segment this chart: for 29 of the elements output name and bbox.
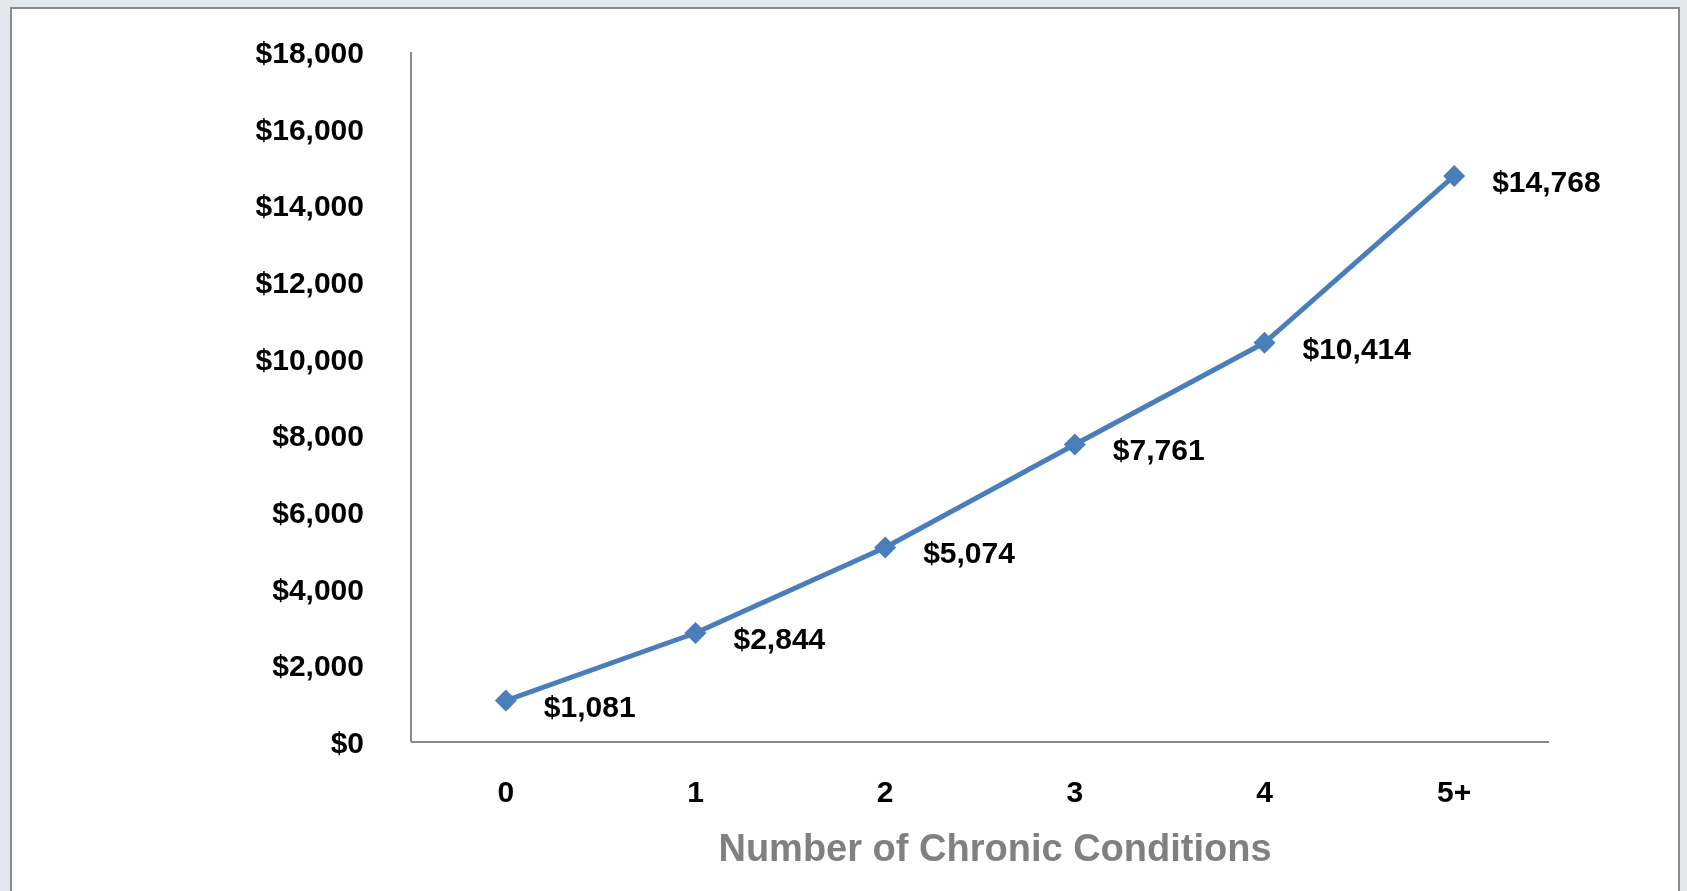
x-tick-label: 2 xyxy=(876,774,894,808)
x-tick-label: 3 xyxy=(1066,774,1084,808)
data-label: $10,414 xyxy=(1302,331,1412,365)
data-label: $5,074 xyxy=(923,536,1016,569)
point xyxy=(1253,331,1276,354)
data-label: $7,761 xyxy=(1112,432,1205,466)
point xyxy=(1063,433,1086,456)
data-label: $14,768 xyxy=(1492,164,1601,198)
x-tick-label: 5+ xyxy=(1437,774,1472,808)
y-tick-label: $0 xyxy=(330,725,364,759)
x-tick-label: 1 xyxy=(687,774,704,808)
y-tick-label: $2,000 xyxy=(272,648,364,682)
point xyxy=(684,621,707,644)
y-tick-label: $16,000 xyxy=(255,112,364,146)
x-axis-title: Number of Chronic Conditions xyxy=(718,827,1272,869)
data-label: $1,081 xyxy=(543,689,636,723)
y-tick-label: $12,000 xyxy=(255,265,364,299)
y-tick-label: $18,000 xyxy=(255,35,364,69)
y-tick-label: $8,000 xyxy=(272,418,364,452)
x-tick-label: 0 xyxy=(497,774,515,808)
y-tick-label: $10,000 xyxy=(255,342,364,376)
x-tick-label: 4 xyxy=(1256,774,1274,808)
data-label: $2,844 xyxy=(733,621,826,655)
point xyxy=(874,536,897,559)
y-tick-label: $6,000 xyxy=(272,495,364,529)
y-tick-label: $14,000 xyxy=(255,188,364,222)
point xyxy=(1443,164,1466,187)
y-tick-label: $4,000 xyxy=(272,572,364,606)
point xyxy=(494,689,517,712)
